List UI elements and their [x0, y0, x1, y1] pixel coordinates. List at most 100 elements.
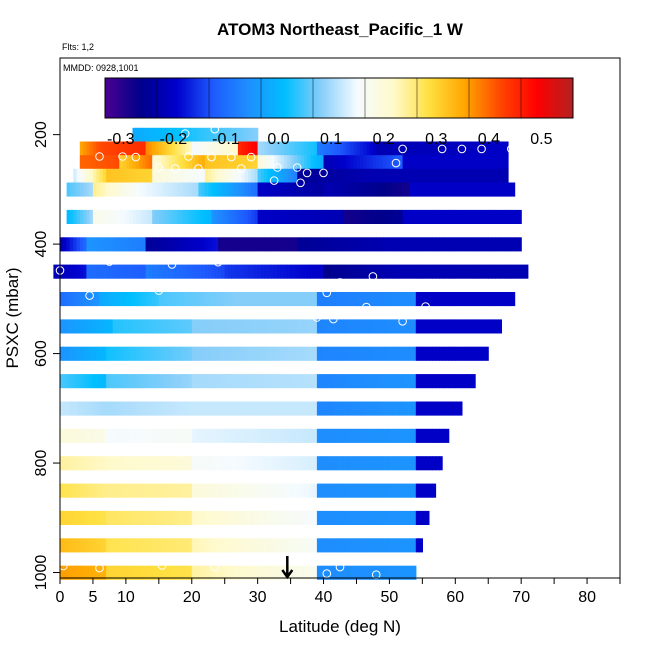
- heatmap-cell: [247, 319, 252, 334]
- heatmap-cell: [168, 264, 173, 279]
- heatmap-cell: [135, 428, 140, 443]
- heatmap-cell: [63, 428, 68, 443]
- heatmap-cell: [409, 401, 414, 416]
- heatmap-cell: [293, 538, 298, 553]
- heatmap-cell: [145, 127, 150, 142]
- heatmap-cell: [346, 401, 351, 416]
- heatmap-cell: [231, 346, 236, 361]
- heatmap-cell: [412, 374, 417, 389]
- heatmap-cell: [316, 510, 321, 525]
- heatmap-cell: [484, 182, 489, 197]
- heatmap-cell: [300, 168, 305, 183]
- heatmap-cell: [277, 510, 282, 525]
- heatmap-cell: [438, 346, 443, 361]
- heatmap-cell: [280, 456, 285, 471]
- heatmap-cell: [498, 237, 502, 252]
- heatmap-cell: [168, 565, 173, 580]
- heatmap-cell: [382, 319, 387, 334]
- heatmap-cell: [264, 565, 269, 580]
- heatmap-cell: [488, 209, 493, 224]
- heatmap-cell: [445, 319, 450, 334]
- heatmap-cell: [297, 456, 302, 471]
- heatmap-cell: [175, 456, 180, 471]
- heatmap-cell: [172, 456, 176, 471]
- heatmap-cell: [517, 237, 522, 252]
- heatmap-cell: [323, 401, 328, 416]
- heatmap-cell: [340, 209, 344, 224]
- heatmap-cell: [366, 141, 371, 156]
- heatmap-cell: [185, 510, 190, 525]
- heatmap-cell: [471, 168, 476, 183]
- colorbar-cell: [288, 78, 291, 118]
- heatmap-cell: [142, 565, 147, 580]
- heatmap-cell: [175, 374, 180, 389]
- heatmap-cell: [501, 141, 506, 156]
- heatmap-cell: [155, 346, 160, 361]
- heatmap-cell: [307, 483, 311, 498]
- heatmap-cell: [267, 510, 272, 525]
- heatmap-cell: [415, 182, 420, 197]
- heatmap-cell: [218, 155, 222, 170]
- heatmap-cell: [455, 182, 460, 197]
- heatmap-cell: [208, 401, 213, 416]
- heatmap-cell: [224, 155, 229, 170]
- heatmap-cell: [162, 264, 166, 279]
- heatmap-cell: [152, 141, 157, 156]
- heatmap-cell: [214, 155, 219, 170]
- heatmap-cell: [135, 319, 140, 334]
- heatmap-cell: [455, 209, 460, 224]
- colorbar-cell: [171, 78, 174, 118]
- heatmap-cell: [181, 428, 186, 443]
- heatmap-cell: [92, 237, 97, 252]
- heatmap-cell: [504, 141, 509, 156]
- heatmap-cell: [257, 565, 262, 580]
- heatmap-cell: [148, 292, 153, 307]
- heatmap-cell: [307, 456, 311, 471]
- heatmap-cell: [195, 155, 199, 170]
- heatmap-cell: [402, 401, 407, 416]
- colorbar-cell: [512, 78, 515, 118]
- heatmap-cell: [422, 264, 427, 279]
- heatmap-cell: [475, 141, 479, 156]
- measurement-point: [362, 302, 371, 312]
- heatmap-cell: [211, 565, 216, 580]
- colorbar-cell: [549, 78, 553, 118]
- heatmap-cell: [191, 182, 196, 197]
- heatmap-cell: [389, 264, 394, 279]
- heatmap-cell: [224, 209, 229, 224]
- heatmap-cell: [132, 155, 137, 170]
- heatmap-cell: [277, 292, 282, 307]
- heatmap-cell: [405, 168, 410, 183]
- heatmap-cell: [260, 374, 265, 389]
- heatmap-cell: [471, 264, 476, 279]
- heatmap-cell: [491, 237, 496, 252]
- heatmap-cell: [112, 374, 117, 389]
- colorbar-cell: [362, 78, 365, 118]
- heatmap-cell: [204, 538, 209, 553]
- heatmap-cell: [372, 292, 377, 307]
- heatmap-cell: [307, 292, 311, 307]
- heatmap-cell: [293, 264, 298, 279]
- colorbar-cell: [516, 78, 519, 118]
- heatmap-cell: [254, 168, 259, 183]
- heatmap-cell: [300, 456, 305, 471]
- heatmap-cell: [422, 292, 427, 307]
- colorbar-cell: [124, 78, 127, 118]
- heatmap-cell: [162, 428, 166, 443]
- heatmap-cell: [399, 483, 404, 498]
- heatmap-cell: [326, 319, 331, 334]
- measurement-point: [322, 288, 332, 298]
- heatmap-cell: [432, 292, 437, 307]
- heatmap-cell: [116, 182, 120, 197]
- heatmap-cell: [422, 168, 427, 183]
- heatmap-cell: [102, 538, 107, 553]
- colorbar-cell: [561, 78, 564, 118]
- heatmap-cell: [405, 264, 410, 279]
- heatmap-cell: [346, 510, 351, 525]
- heatmap-cell: [63, 483, 68, 498]
- heatmap-cell: [399, 237, 404, 252]
- heatmap-cell: [181, 182, 186, 197]
- colorbar-cell: [120, 78, 124, 118]
- heatmap-cell: [254, 141, 259, 156]
- heatmap-cell: [155, 401, 160, 416]
